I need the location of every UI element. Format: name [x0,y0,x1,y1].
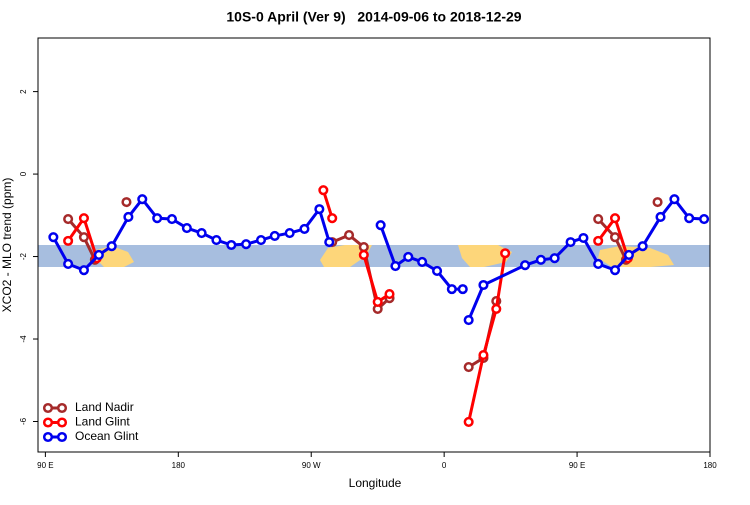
point [637,241,648,252]
point [478,350,489,361]
point [446,284,457,295]
point [181,223,192,234]
point [403,251,414,263]
y-tick-label: -4 [19,335,28,343]
x-tick-label: 180 [172,461,186,470]
point [241,239,252,250]
y-tick-label: -2 [19,252,28,260]
point [463,314,474,326]
point [78,232,89,243]
point [137,194,148,205]
x-tick-label: 0 [442,461,447,470]
legend-label: Land Nadir [75,400,134,414]
point [284,227,295,239]
point [520,260,531,271]
point [48,232,59,243]
legend-label: Ocean Glint [75,429,139,443]
y-tick-label: 0 [19,171,28,176]
point [478,279,489,291]
point [226,239,237,251]
y-tick-label: 2 [19,89,28,94]
point [63,213,74,225]
plot-frame [37,37,711,453]
point [549,253,560,264]
x-axis-label: Longitude [349,476,402,490]
point [269,230,280,241]
point [432,265,443,277]
legend-label: Land Glint [75,415,130,429]
legend-marker [42,402,54,414]
y-axis-label: XCO2 - MLO trend (ppm) [0,178,14,313]
point [93,249,104,260]
x-tick-label: 90 E [37,461,53,470]
point [121,197,132,208]
point [314,204,325,215]
point [390,260,401,272]
point [255,235,267,246]
legend-marker [56,431,68,443]
point [578,232,589,244]
point [324,237,335,248]
point [652,197,663,208]
point [565,237,576,248]
y-tick-label: -6 [19,417,28,425]
point [500,248,511,259]
legend-marker [42,431,54,443]
legend-marker [56,417,68,428]
point [463,416,474,427]
point [372,296,383,307]
point [623,249,634,260]
land [320,245,372,267]
point [152,213,163,224]
legend-marker [56,402,68,414]
point [63,258,74,270]
point [106,241,117,252]
point [491,303,502,314]
point [358,242,369,253]
point [457,284,468,295]
point [318,185,329,196]
point [343,230,355,241]
land [598,246,674,267]
point [609,232,621,243]
point [384,289,395,300]
point [78,213,89,224]
point [63,235,74,246]
point [655,211,666,223]
chart-title: 10S-0 April (Ver 9) 2014-09-06 to 2018-1… [226,9,521,25]
point [166,213,178,225]
point [327,213,338,224]
x-tick-label: 90 W [302,461,321,470]
point [196,227,207,239]
land [458,245,512,267]
x-tick-label: 90 E [569,461,585,470]
point [593,213,604,225]
point [358,249,369,260]
point [417,256,428,267]
point [535,254,546,265]
point [699,213,710,225]
map-band [38,245,710,267]
x-tick-label: 180 [703,461,717,470]
point [593,258,604,270]
point [669,194,680,205]
point [123,211,134,223]
legend-marker [42,417,54,428]
point [78,265,89,276]
point [299,223,310,234]
point [593,235,604,246]
point [375,220,386,231]
point [463,362,474,373]
point [211,235,222,246]
point [609,265,621,276]
point [684,213,695,224]
point [609,213,621,224]
